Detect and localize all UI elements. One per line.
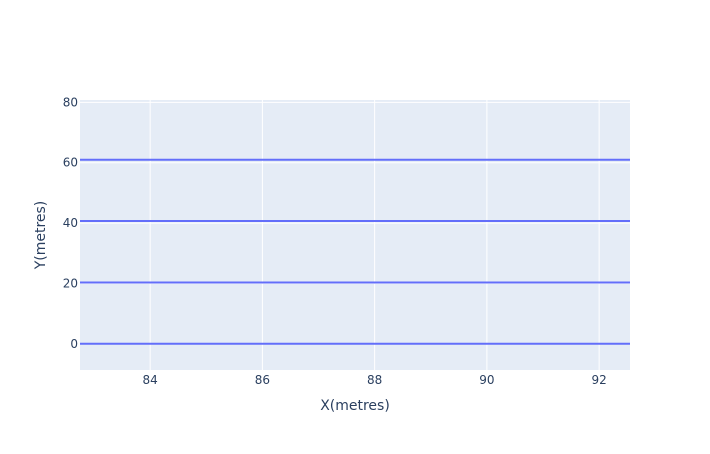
- x-tick-label: 86: [255, 373, 270, 387]
- y-tick-label: 20: [63, 276, 78, 290]
- x-axis-title: X(metres): [320, 398, 390, 414]
- x-tick-label: 88: [367, 373, 382, 387]
- x-tick-label: 92: [591, 373, 606, 387]
- x-tick-labels: 84 86 88 90 92: [143, 373, 607, 387]
- plot-background: [80, 100, 630, 370]
- series-lines: [80, 158, 630, 345]
- y-tick-label: 0: [70, 337, 78, 351]
- y-tick-labels: 0 20 40 60 80: [63, 95, 78, 350]
- x-tick-label: 90: [479, 373, 494, 387]
- y-axis-title: Y(metres): [33, 201, 49, 271]
- y-tick-label: 40: [63, 216, 78, 230]
- x-tick-label: 84: [143, 373, 158, 387]
- y-tick-label: 60: [63, 156, 78, 170]
- y-tick-label: 80: [63, 95, 78, 109]
